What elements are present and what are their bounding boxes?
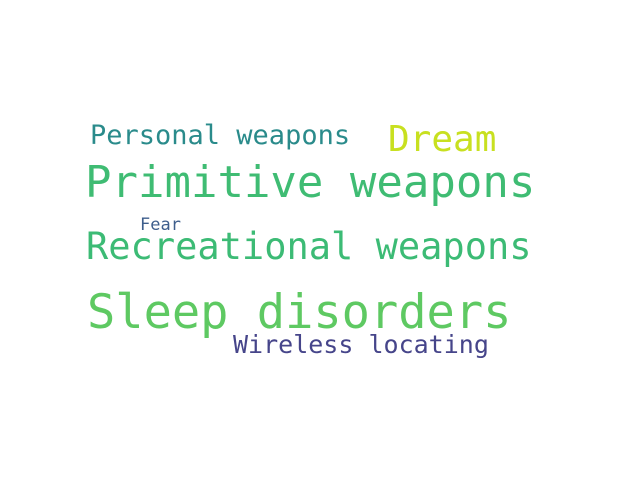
word-dream: Dream <box>388 119 497 160</box>
word-sleep-disorders: Sleep disorders <box>87 285 512 340</box>
word-primitive-weapons: Primitive weapons <box>85 157 536 208</box>
word-wireless-locating: Wireless locating <box>233 330 489 359</box>
word-recreational-weapons: Recreational weapons <box>86 225 532 268</box>
word-personal-weapons: Personal weapons <box>90 120 351 151</box>
word-fear: Fear <box>140 215 181 235</box>
